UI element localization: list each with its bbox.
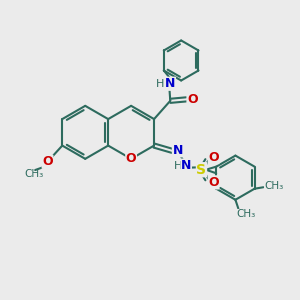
Text: S: S: [196, 163, 206, 177]
Text: CH₃: CH₃: [24, 169, 43, 179]
Text: CH₃: CH₃: [265, 181, 284, 191]
Text: N: N: [172, 144, 183, 157]
Text: O: O: [187, 93, 198, 106]
Text: H: H: [174, 160, 182, 171]
Text: O: O: [126, 152, 136, 165]
Text: O: O: [208, 151, 219, 164]
Text: N: N: [165, 77, 175, 90]
Text: N: N: [181, 159, 191, 172]
Text: O: O: [42, 155, 53, 168]
Text: O: O: [208, 176, 219, 189]
Text: H: H: [156, 79, 165, 89]
Text: CH₃: CH₃: [237, 209, 256, 220]
